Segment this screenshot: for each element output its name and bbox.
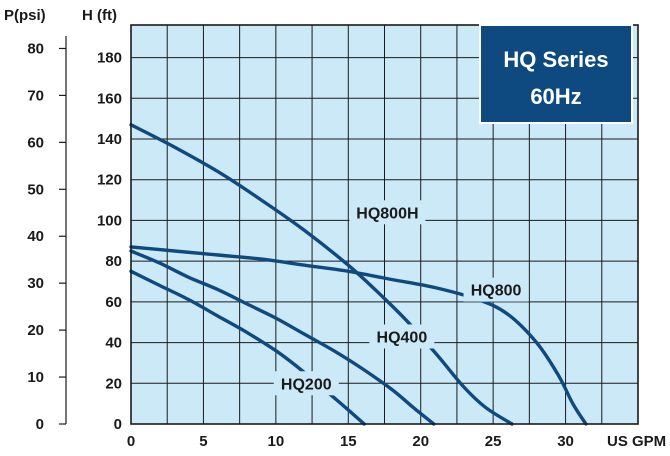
- series-badge-box: [479, 24, 633, 124]
- y-tick-label: 40: [105, 335, 122, 352]
- y-tick-label: 180: [97, 50, 122, 67]
- y-tick-label: 140: [97, 131, 122, 148]
- head-axis-ticks: 0 20 40 60 80 100 120 140 160 180: [97, 50, 122, 433]
- y-tick-label: 80: [105, 253, 122, 270]
- head-axis-title: H (ft): [82, 7, 117, 24]
- y-tick-label: 160: [97, 90, 122, 107]
- x-tick-label: 15: [340, 433, 357, 450]
- psi-tick-label: 70: [27, 87, 44, 104]
- psi-tick-label: 60: [27, 134, 44, 151]
- curve-hq400: [129, 249, 436, 426]
- psi-tick-label: 20: [27, 322, 44, 339]
- badge-series-name: HQ Series: [503, 47, 608, 72]
- y-tick-label: 60: [105, 294, 122, 311]
- series-label-hq400: HQ400: [377, 329, 428, 346]
- psi-tick-label: 30: [27, 275, 44, 292]
- x-tick-label: 30: [557, 433, 574, 450]
- psi-tick-label: 0: [36, 416, 44, 433]
- plot-border: [130, 24, 639, 425]
- series-labels: HQ800H HQ800 HQ400 HQ200: [273, 200, 529, 396]
- curve-hq800h: [129, 123, 514, 426]
- y-tick-label: 20: [105, 375, 122, 392]
- flow-axis-ticks: 0 5 10 15 20 25 30: [127, 433, 574, 450]
- x-tick-label: 5: [199, 433, 207, 450]
- x-tick-label: 10: [268, 433, 285, 450]
- badge-frequency: 60Hz: [530, 84, 581, 109]
- y-tick-label: 120: [97, 172, 122, 189]
- psi-tick-label: 50: [27, 181, 44, 198]
- series-label-hq200: HQ200: [281, 376, 332, 393]
- y-tick-label: 100: [97, 212, 122, 229]
- x-tick-label: 20: [412, 433, 429, 450]
- psi-tick-label: 10: [27, 369, 44, 386]
- series-label-backing: [463, 277, 529, 302]
- pump-curves: [129, 123, 588, 426]
- psi-axis: 0 10 20 30 40 50 60 70 80: [27, 36, 67, 433]
- flow-axis-title: US GPM: [607, 433, 666, 450]
- curve-hq800: [129, 245, 588, 426]
- series-label-hq800: HQ800: [471, 283, 522, 300]
- psi-tick-label: 80: [27, 40, 44, 57]
- x-tick-label: 25: [485, 433, 502, 450]
- x-tick-label: 0: [127, 433, 135, 450]
- series-label-backing: [369, 324, 435, 349]
- psi-axis-title: P(psi): [4, 7, 46, 24]
- series-label-hq800h: HQ800H: [356, 205, 418, 222]
- y-tick-label: 0: [114, 416, 122, 433]
- series-label-backing: [273, 371, 339, 396]
- series-badge: HQ Series 60Hz: [479, 24, 633, 124]
- psi-tick-label: 40: [27, 228, 44, 245]
- series-label-backing: [349, 200, 426, 225]
